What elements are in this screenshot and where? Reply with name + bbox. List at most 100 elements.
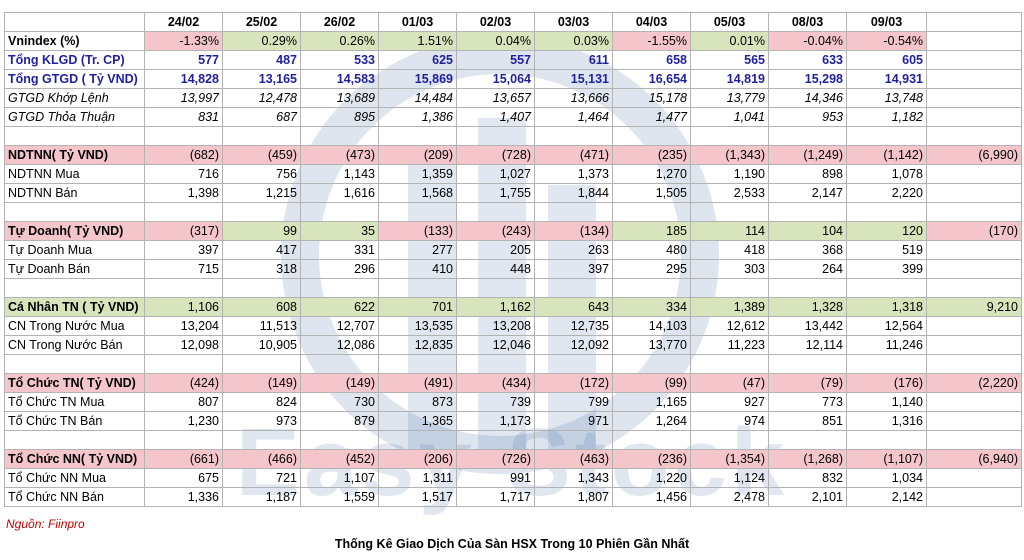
value-cell: 1,187 (222, 487, 301, 507)
value-cell: 1,316 (846, 411, 927, 431)
value-cell: 831 (144, 107, 223, 127)
value-cell: 11,513 (222, 316, 301, 336)
row-label: Tự Doanh( Tỷ VND) (4, 221, 145, 241)
date-header: 08/03 (768, 12, 847, 32)
value-cell: 397 (144, 240, 223, 260)
value-cell: 1,165 (612, 392, 691, 412)
value-cell: (491) (378, 373, 457, 393)
value-cell: 14,103 (612, 316, 691, 336)
value-cell: 1,230 (144, 411, 223, 431)
empty-cell (612, 430, 691, 450)
empty-cell (926, 31, 1022, 51)
value-cell: 1,717 (456, 487, 535, 507)
spacer-row (4, 202, 1022, 222)
total-cell: (170) (926, 221, 1022, 241)
date-header: 02/03 (456, 12, 535, 32)
date-header: 05/03 (690, 12, 769, 32)
value-cell: 120 (846, 221, 927, 241)
value-cell: 1,365 (378, 411, 457, 431)
row-label: Tự Doanh Mua (4, 240, 145, 260)
empty-cell (144, 126, 223, 146)
value-cell: 15,298 (768, 69, 847, 89)
value-cell: (1,354) (690, 449, 769, 469)
value-cell: 264 (768, 259, 847, 279)
empty-cell (300, 354, 379, 374)
value-cell: 12,735 (534, 316, 613, 336)
value-cell: 13,204 (144, 316, 223, 336)
hsx-trading-table: 24/02 25/02 26/02 01/03 02/03 03/03 04/03 05/03… (4, 12, 1022, 507)
value-cell: 410 (378, 259, 457, 279)
empty-cell (378, 278, 457, 298)
table-row: GTGD Thỏa Thuận 831 687 895 1,386 1,407 1,464 1… (4, 107, 1022, 127)
empty-cell (926, 240, 1022, 260)
value-cell: 205 (456, 240, 535, 260)
value-cell: 12,612 (690, 316, 769, 336)
value-cell: 1,311 (378, 468, 457, 488)
value-cell: (172) (534, 373, 613, 393)
total-cell: (6,940) (926, 449, 1022, 469)
value-cell: 608 (222, 297, 301, 317)
value-cell: 99 (222, 221, 301, 241)
value-cell: 12,835 (378, 335, 457, 355)
value-cell: 773 (768, 392, 847, 412)
value-cell: (452) (300, 449, 379, 469)
value-cell: 1,386 (378, 107, 457, 127)
value-cell: 533 (300, 50, 379, 70)
value-cell: 1,270 (612, 164, 691, 184)
value-cell: (176) (846, 373, 927, 393)
table-row: Tự Doanh( Tỷ VND) (317) 99 35 (133) (243) (134… (4, 221, 1022, 241)
value-cell: 873 (378, 392, 457, 412)
table-row: Tổng KLGD (Tr. CP) 577 487 533 625 557 611 658 5… (4, 50, 1022, 70)
empty-cell (222, 354, 301, 374)
value-cell: 974 (690, 411, 769, 431)
value-cell: 14,931 (846, 69, 927, 89)
total-header (926, 12, 1022, 32)
empty-cell (690, 430, 769, 450)
date-header: 25/02 (222, 12, 301, 32)
value-cell: 13,748 (846, 88, 927, 108)
empty-cell (222, 202, 301, 222)
row-label: GTGD Khớp Lệnh (4, 88, 145, 108)
table-row: Tổ Chức NN( Tỷ VND) (661) (466) (452) (206)(… (4, 449, 1022, 469)
spacer-row (4, 126, 1022, 146)
value-cell: 730 (300, 392, 379, 412)
value-cell: 1,034 (846, 468, 927, 488)
value-cell: -0.04% (768, 31, 847, 51)
table-row: GTGD Khớp Lệnh 13,997 12,478 13,689 14,484 13… (4, 88, 1022, 108)
value-cell: 0.01% (690, 31, 769, 51)
value-cell: 1,106 (144, 297, 223, 317)
empty-cell (768, 354, 847, 374)
value-cell: (466) (222, 449, 301, 469)
value-cell: 879 (300, 411, 379, 431)
value-cell: (434) (456, 373, 535, 393)
value-cell: 1,407 (456, 107, 535, 127)
value-cell: (1,268) (768, 449, 847, 469)
value-cell: 480 (612, 240, 691, 260)
value-cell: (459) (222, 145, 301, 165)
value-cell: (473) (300, 145, 379, 165)
source-note: Nguồn: Fiinpro (6, 517, 85, 531)
table-row: Tổ Chức NN Mua 675 721 1,107 1,311 991 1,343 1,… (4, 468, 1022, 488)
empty-cell (690, 126, 769, 146)
empty-cell (768, 430, 847, 450)
value-cell: 263 (534, 240, 613, 260)
row-label: GTGD Thỏa Thuận (4, 107, 145, 127)
value-cell: (99) (612, 373, 691, 393)
empty-cell (144, 354, 223, 374)
table-row: Cá Nhân TN ( Tỷ VND) 1,106 608 622 701 1,162 6… (4, 297, 1022, 317)
value-cell: 13,208 (456, 316, 535, 336)
value-cell: 675 (144, 468, 223, 488)
empty-cell (222, 278, 301, 298)
value-cell: (79) (768, 373, 847, 393)
value-cell: 295 (612, 259, 691, 279)
value-cell: 11,246 (846, 335, 927, 355)
row-label: Tổng GTGD ( Tỷ VND) (4, 69, 145, 89)
value-cell: (317) (144, 221, 223, 241)
value-cell: (1,343) (690, 145, 769, 165)
empty-cell (926, 88, 1022, 108)
value-cell: 399 (846, 259, 927, 279)
empty-cell (144, 430, 223, 450)
value-cell: -1.55% (612, 31, 691, 51)
value-cell: 701 (378, 297, 457, 317)
value-cell: 898 (768, 164, 847, 184)
